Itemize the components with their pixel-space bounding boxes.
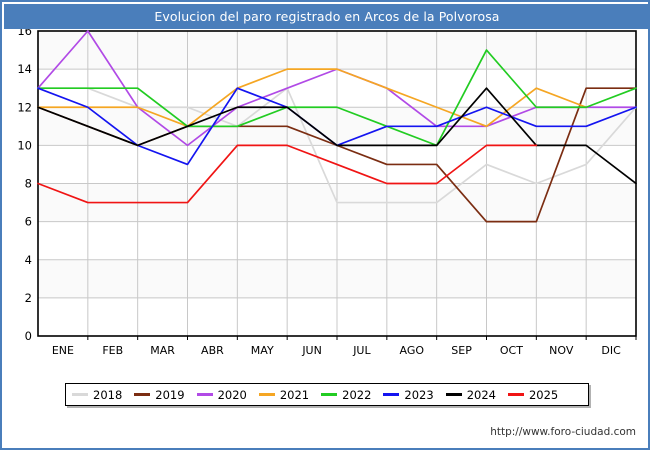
series-line-2022 [37,49,637,147]
y-tick-label: 8 [25,177,32,191]
x-tick-label: ABR [201,344,224,357]
x-tick-label: NOV [549,344,574,357]
x-tick-label: DIC [601,344,621,357]
legend-label-2022: 2022 [342,387,372,402]
legend-item-2024[interactable]: 2024 [445,387,496,402]
chart-legend: 2018 2019 2020 2021 2022 2023 2024 2025 [65,383,589,406]
x-tick-label: SEP [451,344,472,357]
y-tick-label: 6 [25,215,32,229]
legend-swatch-2023 [383,393,400,396]
legend-label-2025: 2025 [528,387,559,402]
line-chart: 0 2 4 6 8 10 12 14 16 ENE FEB MAR ABR MAY JUN JUL AGO SEP… [17,29,637,357]
y-tick-label: 10 [17,138,32,152]
x-tick-label: OCT [500,344,523,357]
source-url: http://www.foro-ciudad.com [490,426,636,438]
legend-label-2023: 2023 [404,387,434,402]
legend-label-2024: 2024 [466,387,496,402]
y-tick-label: 2 [25,291,32,305]
x-tick-label: ENE [52,344,74,357]
series-line-2025 [37,144,538,204]
x-tick-label: JUL [352,344,371,357]
legend-label-2018: 2018 [93,387,123,402]
legend-swatch-2024 [445,393,462,396]
x-tick-label: MAR [150,344,175,357]
legend-swatch-2022 [321,393,338,396]
legend-swatch-2021 [258,393,275,396]
legend-label-2019: 2019 [155,387,185,402]
legend-swatch-2018 [72,393,88,396]
legend-item-2023[interactable]: 2023 [383,387,434,402]
page-title: Evolucion del paro registrado en Arcos d… [154,9,500,24]
legend-label-2020: 2020 [217,387,247,402]
legend-item-2025[interactable]: 2025 [507,387,559,402]
legend-swatch-2020 [196,393,213,396]
series-line-2021 [37,68,588,128]
legend-swatch-2019 [134,393,151,396]
x-tick-label: FEB [102,344,123,357]
window-title-bar: Evolucion del paro registrado en Arcos d… [4,4,650,29]
legend-item-2018[interactable]: 2018 [72,388,122,402]
legend-swatch-2025 [507,393,524,396]
x-tick-label: MAY [251,344,274,357]
x-tick-label: AGO [399,344,424,357]
legend-item-2019[interactable]: 2019 [134,387,185,402]
y-tick-label: 4 [25,253,32,267]
legend-item-2022[interactable]: 2022 [321,388,371,402]
y-tick-label: 14 [17,62,32,76]
legend-item-2020[interactable]: 2020 [196,387,247,402]
legend-label-2021: 2021 [279,387,310,402]
legend-item-2021[interactable]: 2021 [258,387,310,402]
y-tick-label: 16 [17,29,32,38]
y-tick-label: 0 [25,329,32,343]
x-tick-label: JUN [301,344,322,357]
y-tick-label: 12 [17,100,32,114]
